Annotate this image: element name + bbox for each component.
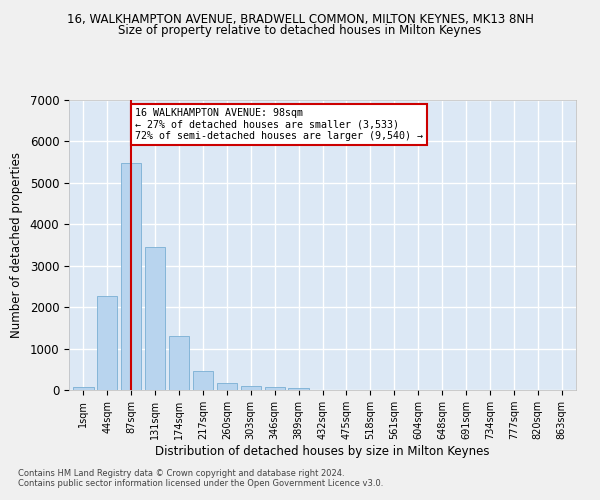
Text: Contains public sector information licensed under the Open Government Licence v3: Contains public sector information licen… <box>18 479 383 488</box>
Text: Contains HM Land Registry data © Crown copyright and database right 2024.: Contains HM Land Registry data © Crown c… <box>18 469 344 478</box>
Bar <box>289 388 309 390</box>
X-axis label: Distribution of detached houses by size in Milton Keynes: Distribution of detached houses by size … <box>155 445 490 458</box>
Text: 16, WALKHAMPTON AVENUE, BRADWELL COMMON, MILTON KEYNES, MK13 8NH: 16, WALKHAMPTON AVENUE, BRADWELL COMMON,… <box>67 12 533 26</box>
Bar <box>169 336 189 390</box>
Bar <box>73 386 94 390</box>
Text: 16 WALKHAMPTON AVENUE: 98sqm
← 27% of detached houses are smaller (3,533)
72% of: 16 WALKHAMPTON AVENUE: 98sqm ← 27% of de… <box>135 108 423 142</box>
Bar <box>121 163 142 390</box>
Bar <box>241 386 261 390</box>
Bar <box>217 384 237 390</box>
Bar <box>97 296 118 390</box>
Text: Size of property relative to detached houses in Milton Keynes: Size of property relative to detached ho… <box>118 24 482 37</box>
Bar <box>193 370 213 390</box>
Bar <box>265 387 285 390</box>
Bar <box>145 248 165 390</box>
Y-axis label: Number of detached properties: Number of detached properties <box>10 152 23 338</box>
